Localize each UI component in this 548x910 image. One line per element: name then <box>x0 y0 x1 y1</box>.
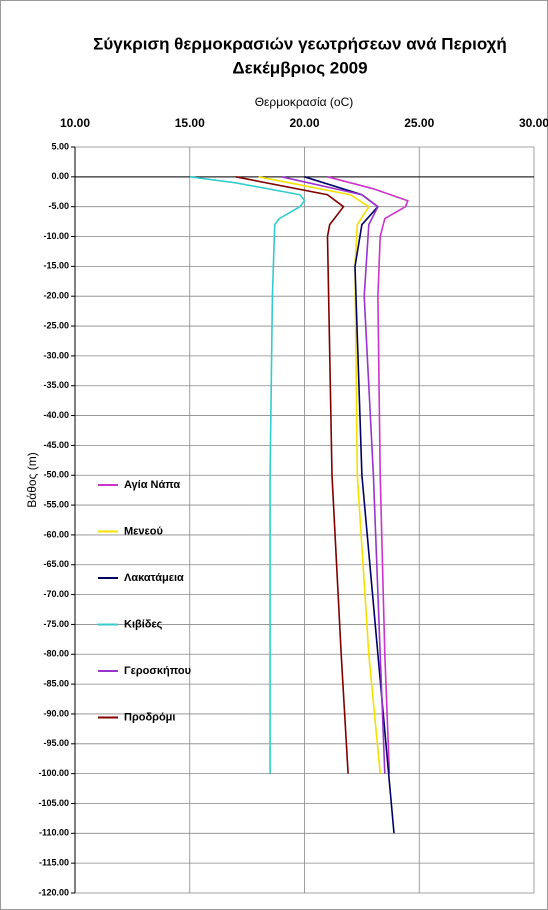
legend-label: Προδρόμι <box>124 711 175 723</box>
series-line <box>258 176 381 774</box>
x-tick-label: 30.00 <box>519 116 548 130</box>
legend-label: Κιβίδες <box>124 618 163 630</box>
y-tick-label: 0.00 <box>51 171 69 181</box>
y-tick-label: -90.00 <box>43 708 69 718</box>
x-tick-label: 25.00 <box>404 116 434 130</box>
y-tick-label: -35.00 <box>43 380 69 390</box>
y-tick-label: -105.00 <box>38 798 69 808</box>
series-line <box>281 176 386 774</box>
y-tick-label: -100.00 <box>38 768 69 778</box>
series-line <box>189 176 306 774</box>
legend-label: Μενεού <box>124 525 163 537</box>
y-tick-label: -30.00 <box>43 350 69 360</box>
y-tick-label: -10.00 <box>43 231 69 241</box>
y-tick-label: -50.00 <box>43 470 69 480</box>
y-tick-label: -85.00 <box>43 678 69 688</box>
x-tick-label: 10.00 <box>60 116 90 130</box>
y-tick-label: -120.00 <box>38 887 69 897</box>
chart-subtitle: Δεκέμβριος 2009 <box>232 58 367 77</box>
series-line <box>327 176 409 774</box>
y-tick-label: -55.00 <box>43 499 69 509</box>
chart-title: Σύγκριση θερμοκρασιών γεωτρήσεων ανά Περ… <box>93 34 507 53</box>
y-axis-label: Βάθος (m) <box>25 452 39 507</box>
y-tick-label: -40.00 <box>43 410 69 420</box>
y-tick-label: -80.00 <box>43 649 69 659</box>
legend-label: Γεροσκήπου <box>124 665 191 677</box>
y-tick-label: -65.00 <box>43 559 69 569</box>
y-tick-label: -95.00 <box>43 738 69 748</box>
legend-label: Αγία Νάπα <box>124 479 180 491</box>
y-tick-label: -60.00 <box>43 529 69 539</box>
legend-label: Λακατάμεια <box>124 572 184 584</box>
y-tick-label: -75.00 <box>43 619 69 629</box>
y-tick-label: -5.00 <box>48 201 69 211</box>
y-tick-label: -15.00 <box>43 261 69 271</box>
y-tick-label: -70.00 <box>43 589 69 599</box>
y-tick-label: -45.00 <box>43 440 69 450</box>
y-tick-label: 5.00 <box>51 141 69 151</box>
y-tick-label: -20.00 <box>43 291 69 301</box>
y-tick-label: -25.00 <box>43 320 69 330</box>
x-tick-label: 20.00 <box>289 116 319 130</box>
y-tick-label: -110.00 <box>39 828 69 838</box>
series-line <box>235 176 349 774</box>
y-tick-label: -115.00 <box>39 858 69 868</box>
x-axis-label: Θερμοκρασία (oC) <box>255 95 354 109</box>
x-tick-label: 15.00 <box>175 116 205 130</box>
